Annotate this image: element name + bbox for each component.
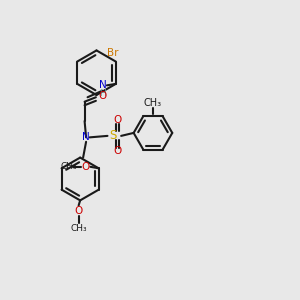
Text: O: O — [98, 91, 106, 101]
Text: O: O — [81, 162, 89, 172]
Text: O: O — [74, 206, 83, 216]
Text: O: O — [113, 146, 122, 156]
Text: Br: Br — [107, 48, 118, 59]
Text: N: N — [99, 80, 106, 90]
Text: S: S — [109, 129, 116, 142]
Text: CH₃: CH₃ — [60, 162, 77, 171]
Text: H: H — [99, 89, 106, 98]
Text: O: O — [113, 116, 122, 125]
Text: N: N — [82, 132, 90, 142]
Text: CH₃: CH₃ — [144, 98, 162, 108]
Text: CH₃: CH₃ — [70, 224, 87, 232]
